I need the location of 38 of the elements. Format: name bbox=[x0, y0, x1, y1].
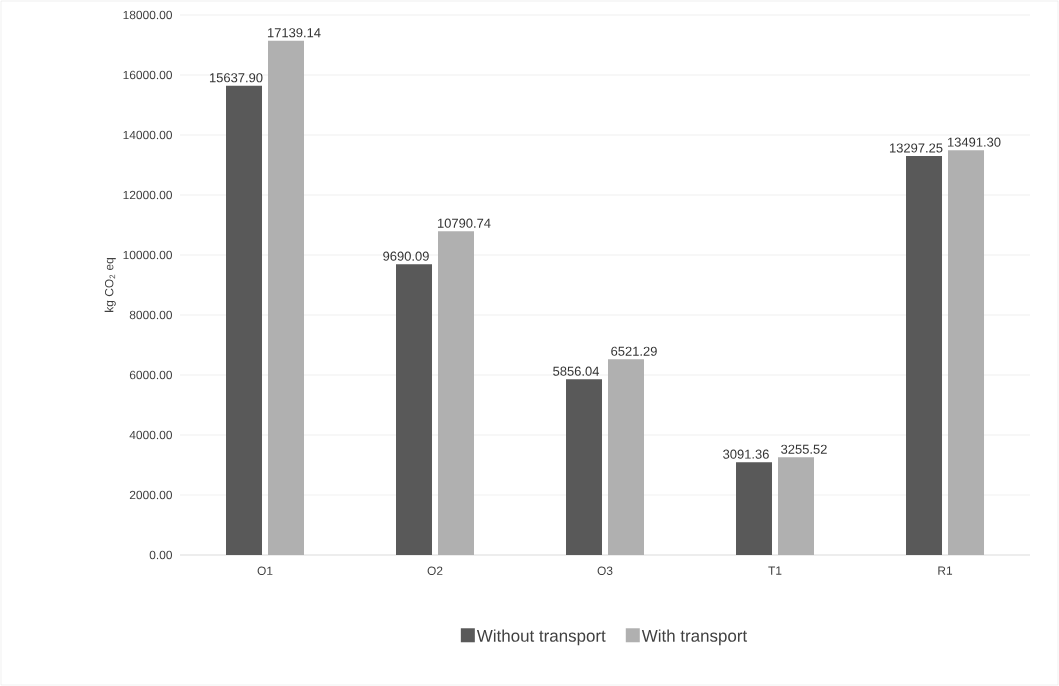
bar bbox=[396, 264, 432, 555]
legend-label: Without transport bbox=[476, 629, 606, 646]
x-tick-label: O1 bbox=[257, 566, 273, 575]
data-label: 17139.14 bbox=[267, 28, 321, 38]
data-label: 5856.04 bbox=[553, 366, 600, 376]
data-label: 6521.29 bbox=[611, 346, 657, 356]
y-axis-title: kg CO$_{2}$ eq bbox=[104, 258, 116, 312]
bar bbox=[608, 359, 645, 555]
y-tick-label: 4000.00 bbox=[129, 430, 173, 440]
bar bbox=[566, 379, 603, 555]
y-tick-label: 0.00 bbox=[149, 550, 173, 560]
data-label: 9690.09 bbox=[383, 251, 429, 261]
bar bbox=[778, 457, 815, 555]
bar bbox=[906, 156, 943, 555]
x-tick-label: O2 bbox=[427, 566, 443, 575]
bar bbox=[268, 40, 304, 555]
x-tick-label: O3 bbox=[597, 566, 613, 575]
y-tick-label: 8000.00 bbox=[129, 310, 173, 320]
y-tick-label: 14000.00 bbox=[123, 130, 173, 140]
y-tick-label: 12000.00 bbox=[123, 190, 173, 200]
bar bbox=[438, 231, 474, 555]
bar bbox=[736, 462, 773, 555]
data-label: 13491.30 bbox=[947, 137, 1001, 147]
data-label: 15637.90 bbox=[209, 73, 263, 83]
bar bbox=[948, 150, 985, 555]
x-tick-label: R1 bbox=[938, 566, 953, 575]
data-label: 3255.52 bbox=[781, 444, 827, 454]
y-tick-label: 10000.00 bbox=[123, 250, 173, 260]
data-label: 10790.74 bbox=[437, 218, 491, 228]
bar bbox=[226, 85, 262, 555]
y-tick-label: 6000.00 bbox=[129, 370, 173, 380]
y-tick-label: 2000.00 bbox=[129, 490, 173, 500]
x-tick-label: T1 bbox=[768, 566, 782, 575]
data-label: 3091.36 bbox=[723, 449, 769, 459]
y-tick-label: 18000.00 bbox=[123, 10, 173, 20]
legend-label: With transport bbox=[641, 629, 748, 646]
data-label: 13297.25 bbox=[889, 143, 943, 153]
y-tick-label: 16000.00 bbox=[123, 70, 173, 80]
